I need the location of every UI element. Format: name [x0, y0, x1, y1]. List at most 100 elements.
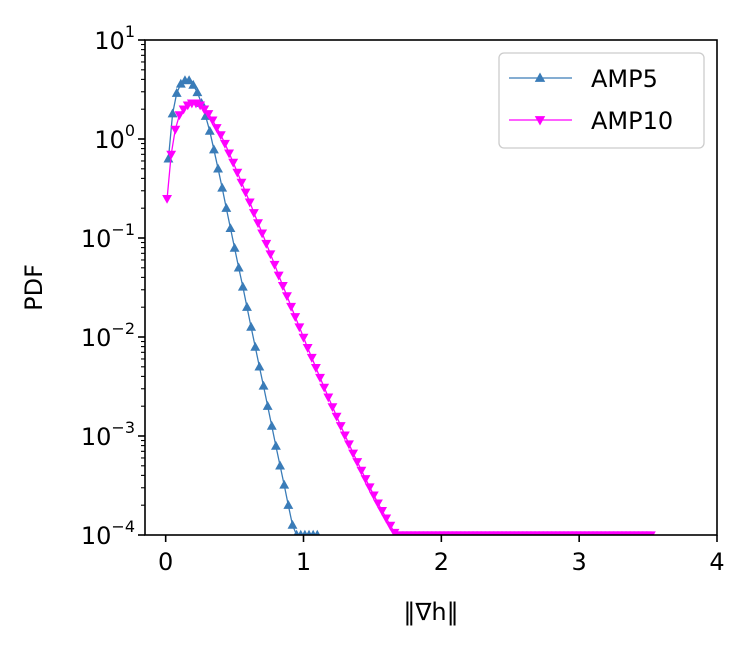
data-point-amp5-31	[293, 529, 300, 535]
data-point-amp10-34	[302, 344, 313, 353]
x-tick-label-2: 2	[434, 548, 449, 576]
data-point-amp5-20	[246, 321, 257, 331]
y-tick-label-0: 101	[94, 22, 135, 55]
data-point-amp10-45	[348, 449, 359, 459]
data-point-amp5-33	[301, 529, 308, 535]
data-point-amp10-43	[339, 431, 350, 441]
data-point-amp5-28	[279, 479, 290, 489]
data-point-amp10-18	[236, 178, 247, 188]
data-point-amp5-35	[310, 529, 317, 535]
data-point-amp10-52	[377, 507, 388, 516]
y-tick-label-2: 10−1	[81, 220, 135, 253]
data-point-amp10-38	[319, 383, 330, 393]
data-point-amp10-23	[257, 229, 268, 239]
data-point-amp10-22	[253, 219, 263, 229]
data-point-amp10-15	[224, 149, 235, 159]
data-point-amp10-50	[368, 491, 379, 501]
y-tick-label-4: 10−3	[81, 418, 135, 451]
data-point-amp10-24	[261, 239, 272, 249]
data-point-amp5-29	[283, 499, 294, 509]
data-point-amp10-2	[170, 125, 181, 135]
data-point-amp10-4	[178, 105, 189, 115]
data-point-amp5-2	[171, 88, 182, 97]
data-point-amp10-26	[269, 260, 280, 270]
data-point-amp5-11	[208, 144, 219, 154]
data-point-amp10-39	[323, 393, 334, 403]
data-point-amp5-24	[262, 400, 273, 410]
data-point-amp10-0	[162, 194, 172, 204]
data-point-amp10-1	[166, 150, 177, 160]
data-point-amp10-41	[331, 412, 342, 422]
legend-marker-amp5	[534, 72, 546, 82]
data-point-amp5-36	[314, 529, 321, 535]
data-point-amp5-22	[254, 361, 265, 371]
data-point-amp10-51	[372, 499, 383, 509]
data-point-amp5-16	[229, 242, 240, 252]
data-point-amp10-33	[298, 333, 309, 343]
data-point-amp10-10	[203, 110, 214, 119]
data-point-amp5-7	[192, 87, 203, 97]
data-point-amp5-10	[204, 125, 215, 135]
data-point-amp10-54	[385, 521, 396, 531]
data-point-amp10-21	[248, 209, 259, 218]
data-point-amp10-40	[327, 403, 338, 413]
x-tick-label-3: 3	[572, 548, 587, 576]
plot-area	[162, 75, 656, 535]
data-point-amp5-5	[184, 75, 195, 85]
data-point-amp10-9	[199, 105, 210, 115]
y-axis-label: PDF	[20, 264, 48, 311]
plot-frame	[144, 39, 718, 536]
legend-marker-amp10	[534, 116, 546, 126]
data-point-amp5-17	[233, 262, 244, 272]
x-tick-label-4: 4	[709, 548, 724, 576]
x-tick-label-1: 1	[296, 548, 311, 576]
x-axis-label: ‖∇h‖	[403, 598, 458, 626]
data-point-amp10-31	[290, 313, 301, 322]
data-point-amp10-3	[174, 111, 185, 121]
axes: 0 1 2 3 4 101 100 10−1 10−2 10−3 10−4 ‖∇h‖ PDF	[20, 22, 725, 626]
data-point-amp10-35	[306, 353, 317, 363]
data-point-amp10-42	[335, 422, 346, 431]
series-amp10	[162, 99, 656, 535]
data-point-amp10-27	[273, 271, 284, 281]
data-point-amp10-11	[207, 116, 218, 126]
data-point-amp10-53	[381, 514, 392, 524]
data-point-amp5-30	[287, 519, 298, 529]
data-point-amp10-29	[282, 292, 292, 302]
data-point-amp5-32	[297, 529, 304, 535]
data-point-amp10-16	[228, 158, 239, 168]
data-point-amp5-34	[306, 529, 312, 535]
data-point-amp5-26	[270, 440, 281, 450]
data-point-amp10-19	[240, 188, 251, 198]
legend: AMP5 AMP10	[498, 52, 705, 149]
data-point-amp10-37	[315, 373, 325, 383]
data-point-amp5-19	[242, 301, 252, 311]
data-point-amp10-48	[360, 475, 371, 484]
data-point-amp10-13	[215, 131, 226, 141]
data-point-amp5-13	[217, 182, 228, 192]
data-point-amp5-25	[266, 420, 277, 430]
series-line-amp10	[166, 102, 651, 535]
y-tick-label-3: 10−2	[81, 319, 135, 352]
data-point-amp10-36	[310, 364, 321, 373]
data-point-amp10-17	[232, 168, 243, 178]
data-point-amp10-25	[265, 250, 276, 260]
data-point-amp10-49	[364, 483, 375, 493]
y-tick-label-1: 100	[94, 121, 135, 154]
data-point-amp5-27	[275, 460, 286, 470]
data-point-amp5-12	[213, 163, 223, 173]
data-point-amp5-1	[167, 108, 178, 118]
y-tick-label-5: 10−4	[81, 517, 135, 550]
data-point-amp5-21	[250, 341, 261, 351]
data-point-amp10-47	[356, 466, 367, 476]
data-point-amp10-44	[344, 440, 354, 450]
data-point-amp10-12	[211, 124, 222, 133]
data-point-amp5-14	[221, 202, 232, 212]
data-point-amp5-15	[225, 223, 236, 233]
legend-label-amp5: AMP5	[591, 65, 658, 93]
data-point-amp10-30	[286, 302, 297, 312]
data-point-amp5-23	[258, 380, 269, 390]
data-point-amp5-18	[237, 281, 248, 291]
x-tick-label-0: 0	[158, 548, 173, 576]
